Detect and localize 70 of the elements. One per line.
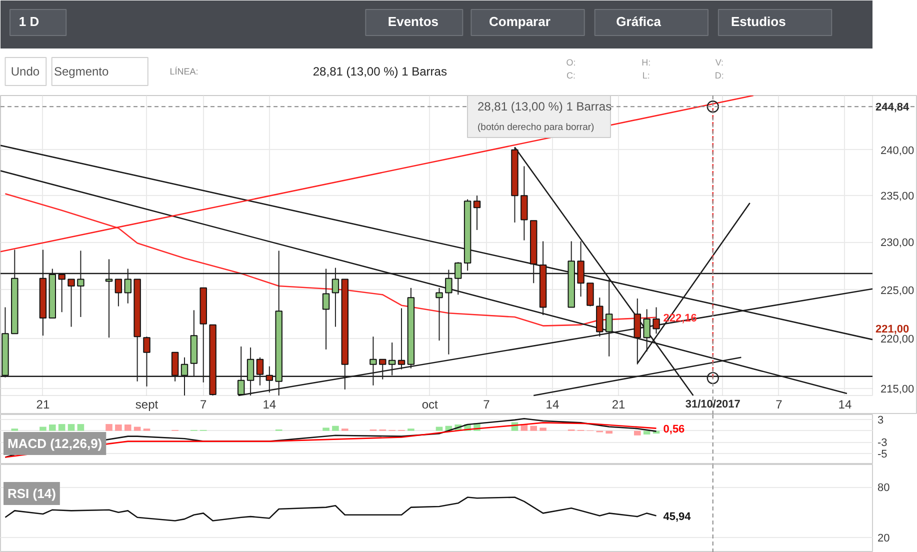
bar — [124, 424, 132, 431]
text: D: — [714, 70, 724, 80]
text: 221,00 — [876, 324, 910, 336]
bar — [436, 426, 443, 431]
x-tick-label: 7 — [483, 398, 490, 412]
text: 1 D — [18, 14, 40, 29]
text: LÍNEA: — [170, 66, 198, 76]
bar — [322, 428, 330, 431]
y-tick-label: 230,00 — [880, 237, 914, 250]
text: Eventos — [388, 14, 438, 29]
candlestick — [398, 308, 406, 370]
text: 28,81 (13,00 %) 1 Barras — [312, 64, 447, 78]
text: H: — [642, 58, 651, 68]
x-tick-label: 21 — [612, 398, 626, 412]
bar — [332, 426, 339, 431]
y-tick-label: 215,00 — [880, 383, 914, 396]
bar — [49, 424, 56, 431]
candlestick — [68, 278, 75, 328]
x-tick-label: sept — [135, 398, 159, 412]
bar — [58, 424, 66, 431]
data-label: 0,56 — [663, 423, 685, 436]
text: RSI (14) — [8, 486, 56, 501]
x-tick-label: 7 — [200, 398, 208, 412]
text: Gráfica — [616, 14, 662, 29]
text: Estudios — [730, 14, 786, 29]
text: O: — [566, 58, 576, 68]
x-tick-label: 14 — [546, 398, 560, 412]
bar — [115, 424, 122, 431]
candlestick — [473, 195, 481, 230]
bar — [643, 430, 650, 434]
x-tick-label: 7 — [776, 398, 783, 412]
x-tick-label: 14 — [262, 398, 276, 412]
data-label: 45,94 — [663, 510, 692, 523]
ref-line-label: 244,84 — [876, 102, 910, 114]
candlestick — [436, 287, 443, 342]
y-tick-label: -3 — [878, 437, 888, 450]
bar — [68, 424, 75, 431]
text: V: — [715, 58, 724, 68]
x-tick-label: oct — [422, 398, 438, 412]
y-tick-label: 240,00 — [880, 144, 914, 157]
text: L: — [642, 70, 650, 80]
bar — [634, 430, 641, 436]
text: Segmento — [54, 64, 110, 78]
bar — [40, 426, 46, 431]
text: C: — [566, 70, 576, 80]
bar — [606, 430, 612, 434]
bar — [134, 426, 141, 431]
annotation: 28,81 (13,00 %) 1 Barras — [478, 100, 612, 114]
bar — [106, 424, 112, 431]
x-tick-label: 14 — [838, 398, 852, 412]
candlestick — [643, 308, 650, 352]
y-tick-label: 225,00 — [880, 284, 914, 297]
text: Comparar — [489, 14, 550, 29]
x-tick-label: 21 — [36, 398, 50, 412]
annotation: (botón derecho para borrar) — [478, 122, 594, 133]
candlestick — [114, 278, 122, 307]
text: MACD (12,26,9) — [8, 436, 102, 451]
y-tick-label: 220,00 — [880, 334, 914, 346]
y-tick-label: 20 — [878, 532, 890, 544]
y-tick-label: 80 — [878, 482, 890, 494]
y-tick-label: 235,00 — [880, 190, 914, 203]
ref-line-label: 31/10/2017 — [685, 398, 740, 410]
candlestick — [586, 282, 594, 307]
y-tick-label: 3 — [878, 414, 884, 426]
bar — [540, 428, 546, 431]
text: Undo — [10, 64, 40, 78]
y-tick-label: -5 — [878, 448, 888, 461]
bar — [77, 424, 84, 431]
candlestick — [652, 306, 660, 334]
bar — [530, 426, 538, 431]
